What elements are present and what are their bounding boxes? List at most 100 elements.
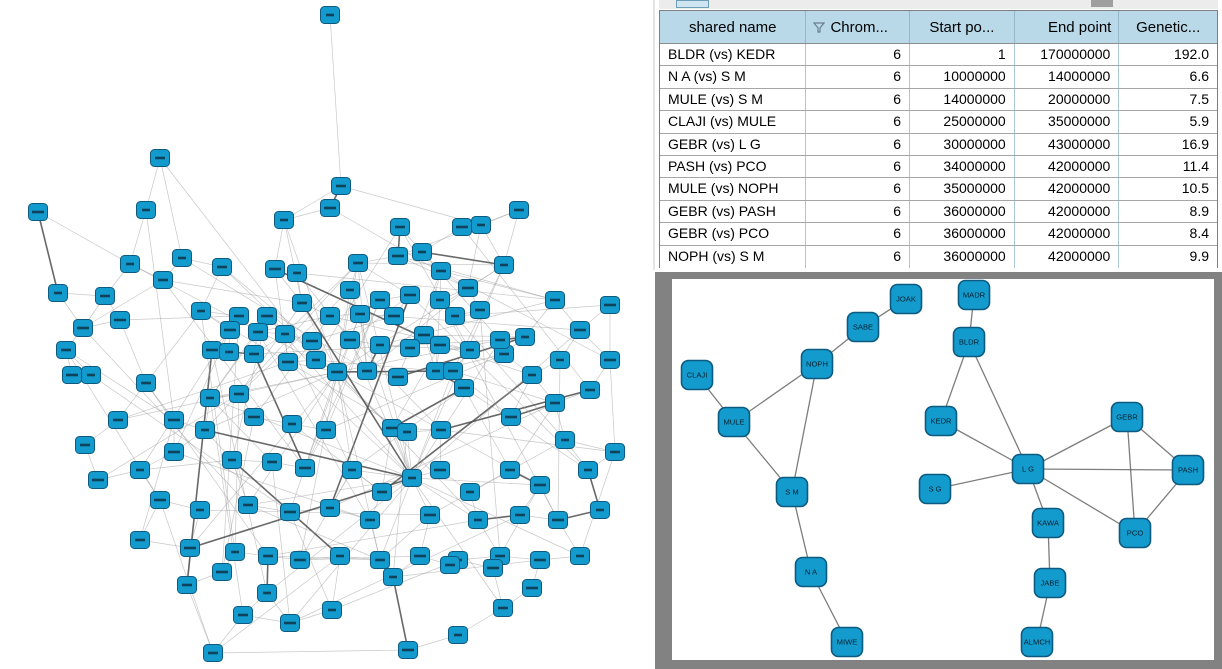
network-node[interactable] (388, 368, 408, 386)
network-node[interactable] (580, 381, 600, 399)
node-joak[interactable]: JOAK (889, 283, 923, 315)
network-node[interactable] (282, 415, 302, 433)
network-node[interactable] (195, 421, 215, 439)
network-node[interactable] (212, 563, 232, 581)
network-node[interactable] (265, 260, 285, 278)
network-node[interactable] (150, 491, 170, 509)
network-node[interactable] (372, 483, 392, 501)
node-almch[interactable]: ALMCH (1020, 626, 1054, 658)
network-node[interactable] (88, 471, 108, 489)
network-node[interactable] (430, 461, 450, 479)
network-node[interactable] (431, 421, 451, 439)
table-row[interactable]: PASH (vs) PCO 6 34000000 42000000 11.4 (660, 155, 1217, 179)
network-node[interactable] (530, 476, 550, 494)
node-pash[interactable]: PASH (1171, 454, 1205, 486)
network-node[interactable] (342, 461, 362, 479)
network-node[interactable] (274, 211, 294, 229)
network-node[interactable] (108, 411, 128, 429)
network-node[interactable] (470, 301, 490, 319)
network-node[interactable] (400, 339, 420, 357)
network-node[interactable] (390, 218, 410, 236)
network-node[interactable] (327, 363, 347, 381)
network-node[interactable] (515, 328, 535, 346)
network-node[interactable] (172, 249, 192, 267)
network-node[interactable] (468, 511, 488, 529)
node-noph[interactable]: NOPH (800, 348, 834, 380)
network-node[interactable] (203, 644, 223, 662)
network-node[interactable] (244, 408, 264, 426)
network-node[interactable] (62, 366, 82, 384)
network-node[interactable] (278, 353, 298, 371)
network-node[interactable] (222, 451, 242, 469)
node-mule[interactable]: MULE (717, 406, 751, 438)
network-node[interactable] (420, 506, 440, 524)
network-node[interactable] (397, 423, 417, 441)
network-node[interactable] (414, 326, 434, 344)
column-header-startpo[interactable]: Start po... (910, 11, 1015, 43)
network-node[interactable] (164, 411, 184, 429)
network-node[interactable] (153, 271, 173, 289)
network-node[interactable] (600, 296, 620, 314)
network-node[interactable] (258, 547, 278, 565)
network-node[interactable] (48, 284, 68, 302)
table-row[interactable]: MULE (vs) S M 6 14000000 20000000 7.5 (660, 88, 1217, 112)
network-node[interactable] (605, 443, 625, 461)
network-node[interactable] (130, 461, 150, 479)
network-node[interactable] (331, 177, 351, 195)
network-node[interactable] (322, 601, 342, 619)
network-node[interactable] (280, 614, 300, 632)
node-n-a[interactable]: N A (794, 556, 828, 588)
network-node[interactable] (320, 6, 340, 24)
network-node[interactable] (95, 287, 115, 305)
network-node[interactable] (56, 341, 76, 359)
node-pco[interactable]: PCO (1118, 517, 1152, 549)
network-node[interactable] (471, 216, 491, 234)
table-row[interactable]: NOPH (vs) S M 6 36000000 42000000 9.9 (660, 245, 1217, 268)
network-node[interactable] (493, 599, 513, 617)
network-node[interactable] (190, 501, 210, 519)
network-node[interactable] (590, 501, 610, 519)
network-node[interactable] (550, 351, 570, 369)
network-node[interactable] (555, 431, 575, 449)
network-node[interactable] (410, 547, 430, 565)
network-node[interactable] (570, 547, 590, 565)
network-node[interactable] (530, 551, 550, 569)
network-node[interactable] (110, 311, 130, 329)
network-node[interactable] (430, 336, 450, 354)
network-node[interactable] (191, 302, 211, 320)
network-node[interactable] (275, 325, 295, 343)
table-row[interactable]: MULE (vs) NOPH 6 35000000 42000000 10.5 (660, 178, 1217, 201)
network-node[interactable] (290, 551, 310, 569)
network-node[interactable] (545, 394, 565, 412)
network-node[interactable] (412, 243, 432, 261)
network-node[interactable] (522, 579, 542, 597)
network-node[interactable] (578, 461, 598, 479)
network-node[interactable] (348, 254, 368, 272)
network-node[interactable] (130, 531, 150, 549)
network-node[interactable] (383, 568, 403, 586)
filter-funnel-icon[interactable] (813, 21, 826, 33)
network-node[interactable] (302, 332, 322, 350)
node-l-g[interactable]: L G (1011, 453, 1045, 485)
network-node[interactable] (200, 389, 220, 407)
network-node[interactable] (225, 543, 245, 561)
network-node[interactable] (330, 547, 350, 565)
network-node[interactable] (370, 551, 390, 569)
network-node[interactable] (483, 559, 503, 577)
table-row[interactable]: CLAJI (vs) MULE 6 25000000 35000000 5.9 (660, 111, 1217, 134)
network-detail-canvas[interactable]: JOAK SABE NOPH CLAJI MULE S M N A MIWE MADR BLDR K… (672, 279, 1214, 660)
network-node[interactable] (360, 511, 380, 529)
node-madr[interactable]: MADR (957, 279, 991, 311)
network-node[interactable] (510, 506, 530, 524)
network-node[interactable] (448, 626, 468, 644)
network-node[interactable] (177, 576, 197, 594)
network-node[interactable] (248, 323, 268, 341)
network-node[interactable] (320, 499, 340, 517)
network-node[interactable] (501, 408, 521, 426)
network-node[interactable] (350, 305, 370, 323)
node-miwe[interactable]: MIWE (830, 626, 864, 658)
network-node[interactable] (238, 496, 258, 514)
network-node[interactable] (458, 279, 478, 297)
network-node[interactable] (202, 341, 222, 359)
network-node[interactable] (120, 255, 140, 273)
